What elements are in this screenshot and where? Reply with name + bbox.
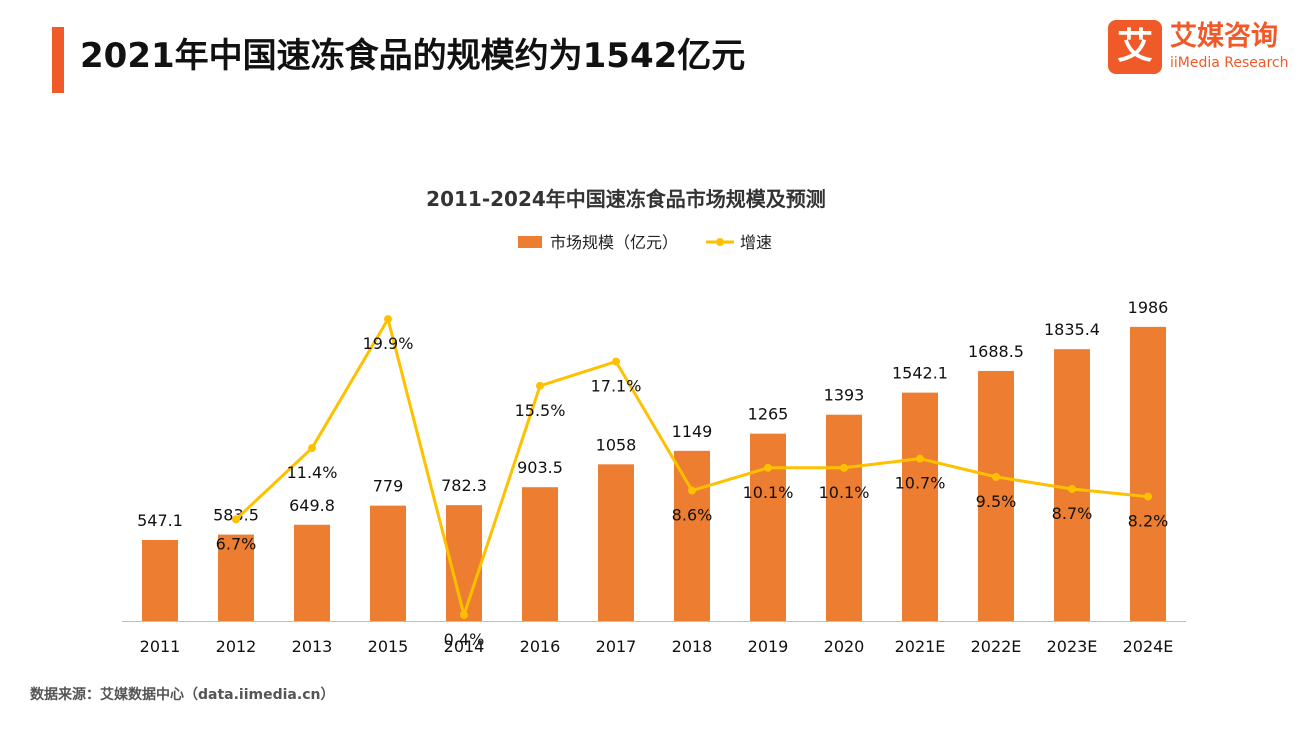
- growth-point: [992, 472, 1000, 481]
- bar: [750, 433, 786, 621]
- growth-value-label: 8.6%: [672, 506, 713, 525]
- bar: [522, 487, 558, 621]
- x-tick-label: 2015: [368, 637, 409, 656]
- growth-point: [840, 463, 848, 472]
- page-title: 2021年中国速冻食品的规模约为1542亿元: [80, 36, 746, 76]
- growth-value-label: 11.4%: [287, 463, 338, 482]
- bar: [598, 464, 634, 621]
- growth-point: [308, 444, 316, 453]
- x-tick-label: 2021E: [895, 637, 946, 656]
- growth-value-label: 10.1%: [743, 483, 794, 502]
- logo-mark-icon: 艾: [1108, 20, 1162, 74]
- brand-logo: 艾 艾媒咨询 iiMedia Research: [1108, 20, 1298, 74]
- x-tick-label: 2023E: [1047, 637, 1098, 656]
- x-tick-label: 2022E: [971, 637, 1022, 656]
- x-tick-label: 2012: [216, 637, 257, 656]
- growth-value-label: 9.5%: [976, 492, 1017, 511]
- growth-point: [688, 486, 696, 495]
- growth-point: [384, 315, 392, 324]
- bar: [370, 505, 406, 621]
- bar-value-label: 1542.1: [892, 364, 948, 383]
- growth-value-label: 17.1%: [591, 377, 642, 396]
- bar: [902, 392, 938, 621]
- growth-value-label: 10.1%: [819, 483, 870, 502]
- x-tick-label: 2018: [672, 637, 713, 656]
- bar-value-label: 547.1: [137, 511, 183, 530]
- bar-value-label: 1265: [748, 405, 789, 424]
- logo-name-en: iiMedia Research: [1170, 55, 1289, 71]
- bar-value-label: 649.8: [289, 496, 335, 515]
- growth-value-label: 6.7%: [216, 534, 257, 553]
- bar-value-label: 1835.4: [1044, 320, 1100, 339]
- growth-point: [536, 381, 544, 390]
- bar-value-label: 782.3: [441, 476, 487, 495]
- growth-point: [232, 515, 240, 524]
- x-tick-label: 2019: [748, 637, 789, 656]
- legend-label-growth: 增速: [740, 233, 772, 252]
- x-tick-label: 2016: [520, 637, 561, 656]
- growth-value-label: 15.5%: [515, 401, 566, 420]
- x-tick-label: 2014: [444, 637, 485, 656]
- growth-value-label: 10.7%: [895, 474, 946, 493]
- logo-name-cn: 艾媒咨询: [1170, 21, 1278, 52]
- growth-point: [764, 463, 772, 472]
- growth-point: [1068, 485, 1076, 494]
- bar: [674, 450, 710, 621]
- bar: [294, 524, 330, 621]
- x-tick-label: 2013: [292, 637, 333, 656]
- bar-value-label: 1986: [1128, 298, 1169, 317]
- bar-value-label: 1688.5: [968, 342, 1024, 361]
- chart-title: 2011-2024年中国速冻食品市场规模及预测: [426, 187, 826, 211]
- bar: [218, 534, 254, 621]
- legend-bar-swatch: [518, 236, 542, 248]
- bar-value-label: 1149: [672, 422, 713, 441]
- bar-value-label: 903.5: [517, 458, 563, 477]
- x-tick-label: 2011: [140, 637, 181, 656]
- legend-line-marker: [716, 238, 724, 246]
- growth-point: [916, 454, 924, 463]
- bar-value-label: 779: [373, 477, 404, 496]
- bar: [978, 370, 1014, 621]
- legend-label-market-size: 市场规模（亿元）: [550, 233, 678, 252]
- growth-point: [612, 357, 620, 366]
- title-accent-bar: [52, 27, 64, 93]
- data-source: 数据来源：艾媒数据中心（data.iimedia.cn）: [30, 687, 335, 703]
- bar: [142, 539, 178, 621]
- growth-value-label: 0.4%: [444, 630, 485, 649]
- x-tick-label: 2024E: [1123, 637, 1174, 656]
- growth-point: [1144, 492, 1152, 501]
- growth-value-label: 8.7%: [1052, 504, 1093, 523]
- growth-value-label: 8.2%: [1128, 512, 1169, 531]
- bar: [1130, 326, 1166, 621]
- growth-value-label: 19.9%: [363, 334, 414, 353]
- bar: [826, 414, 862, 621]
- bar-value-label: 1058: [596, 435, 637, 454]
- bar-value-label: 1393: [824, 386, 865, 405]
- x-tick-label: 2020: [824, 637, 865, 656]
- x-tick-label: 2017: [596, 637, 637, 656]
- growth-point: [460, 610, 468, 619]
